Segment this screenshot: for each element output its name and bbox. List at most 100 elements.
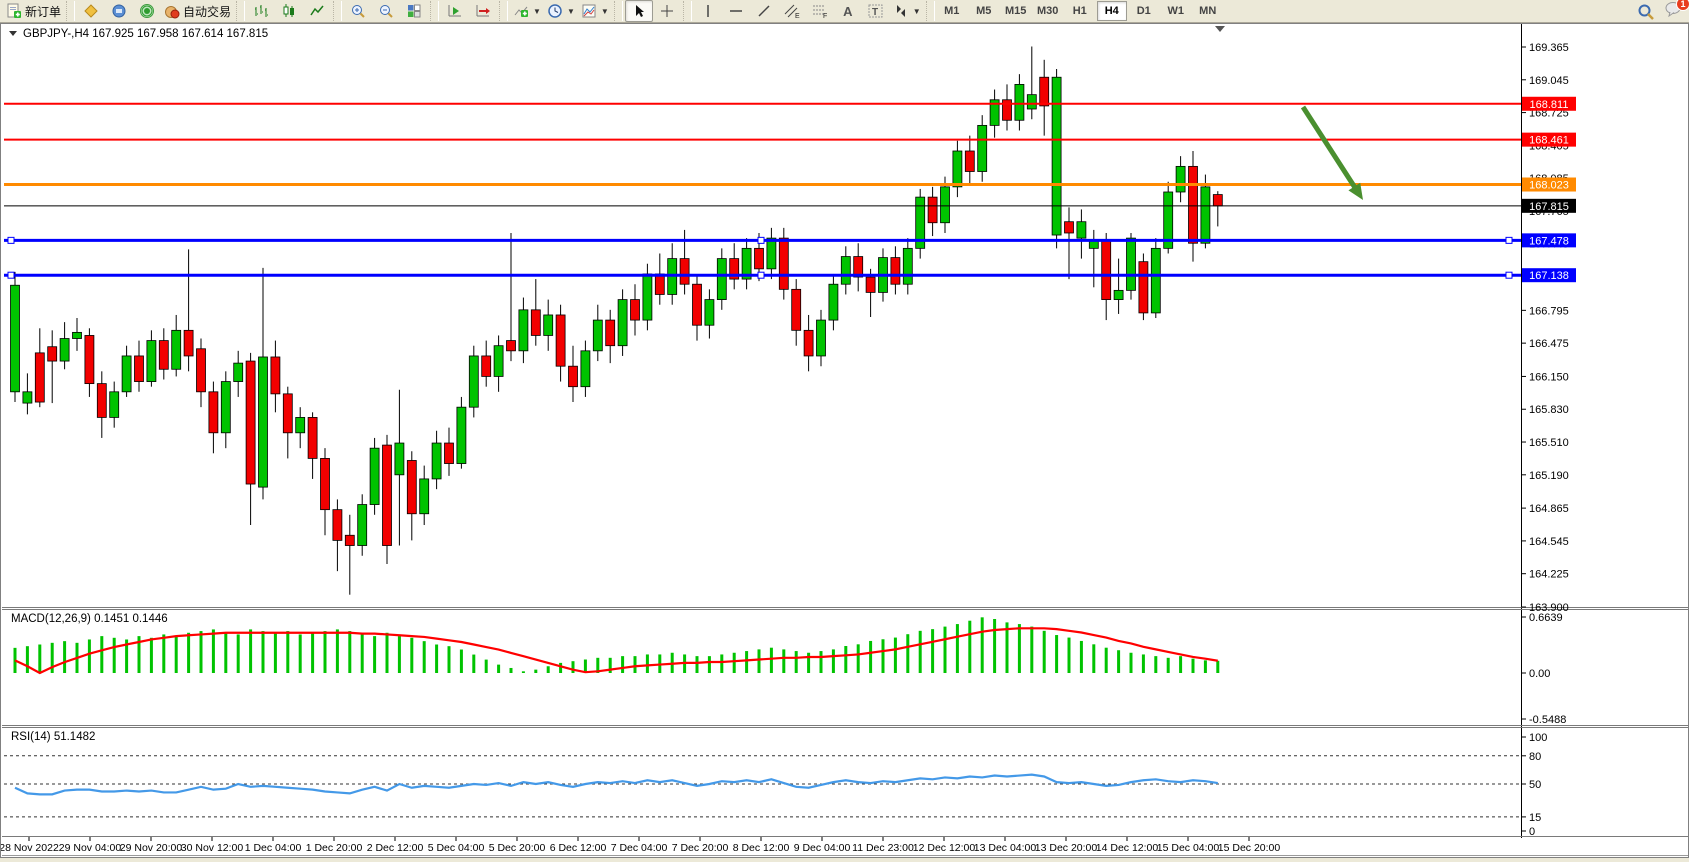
price-flag [1522, 132, 1576, 147]
cursor-button[interactable] [624, 0, 653, 22]
arrows-icon [896, 5, 905, 17]
macd-bar [1079, 640, 1083, 673]
time-tick-label: 29 Nov 04:00 [59, 842, 122, 854]
candle-body [692, 283, 702, 326]
rsi-tick-label: 15 [1529, 812, 1541, 824]
timeframe-m15[interactable]: M15 [1005, 5, 1027, 17]
candle-body [630, 299, 640, 321]
horizontal-line-button[interactable] [722, 0, 750, 22]
indicators-dropdown-icon[interactable]: ▼ [533, 6, 541, 16]
candle-body [530, 309, 541, 336]
tile-windows-button[interactable] [400, 0, 428, 22]
macd-bar [621, 656, 625, 673]
line-handle[interactable] [757, 236, 765, 244]
candle-body [208, 391, 219, 434]
indicators-button[interactable]: ▼ [510, 0, 544, 22]
alerts-button[interactable] [133, 0, 161, 22]
periods-dropdown-icon[interactable]: ▼ [566, 6, 575, 16]
fibonacci-button[interactable]: F [806, 0, 834, 22]
candle-body [1163, 191, 1174, 249]
text-tool-glyph: A [843, 3, 853, 19]
timeframe-m1[interactable]: M1 [944, 5, 960, 17]
arrows-button[interactable]: ▼ [890, 0, 924, 22]
time-tick-label: 13 Dec 04:00 [974, 842, 1037, 854]
symbol-dropdown-icon[interactable] [9, 31, 17, 36]
templates-dropdown-icon[interactable]: ▼ [600, 6, 609, 16]
rsi-tick-label: 80 [1529, 751, 1541, 763]
candle-body [245, 360, 256, 485]
line-handle[interactable] [7, 236, 15, 244]
macd-bar [360, 634, 364, 673]
zoom-in-button[interactable] [344, 0, 372, 22]
macd-bar [410, 637, 414, 673]
macd-bar [373, 636, 377, 673]
trend-arrow[interactable] [1300, 105, 1360, 193]
candle-body [592, 319, 603, 352]
time-tick-label: 1 Dec 04:00 [245, 842, 302, 854]
timeframe-m30[interactable]: M30 [1037, 5, 1059, 17]
macd-bar [1203, 660, 1207, 673]
macd-bar [484, 659, 488, 673]
line-handle[interactable] [1505, 236, 1513, 244]
arrows-dropdown-icon[interactable]: ▼ [912, 6, 921, 16]
line-handle[interactable] [1505, 271, 1513, 279]
price-tick-label: 164.545 [1529, 536, 1569, 548]
candle-body [258, 356, 268, 488]
toolbar-right-group: 1 [1637, 0, 1689, 23]
macd-bar [236, 634, 240, 673]
vertical-line-button[interactable] [694, 0, 722, 22]
timeframe-m5[interactable]: M5 [976, 5, 992, 17]
trend-arrow-head[interactable] [1348, 182, 1363, 200]
templates-button[interactable]: ▼ [578, 0, 612, 22]
timeframe-d1[interactable]: D1 [1136, 5, 1151, 17]
crosshair-button[interactable] [653, 0, 681, 22]
price-flag [1522, 177, 1576, 192]
line-chart-button[interactable] [303, 0, 331, 22]
timeframe-h1[interactable]: H1 [1072, 5, 1087, 17]
candle-body [22, 391, 33, 404]
time-tick-label: 2 Dec 12:00 [367, 842, 424, 854]
line-handle[interactable] [7, 271, 15, 279]
autotrading-button[interactable]: 自动交易 [161, 0, 234, 22]
notifications-button[interactable]: 1 [1665, 0, 1689, 22]
candle-body [642, 273, 653, 321]
candle-body [307, 417, 318, 459]
text-label-icon: T [868, 4, 883, 18]
macd-bar [869, 640, 873, 673]
macd-bar [162, 634, 166, 673]
periods-button[interactable]: ▼ [544, 0, 578, 22]
chart-shift-button[interactable] [469, 0, 497, 22]
timeframe-mn[interactable]: MN [1199, 5, 1217, 17]
price-tick-label: 165.830 [1529, 404, 1569, 416]
timeframe-h4[interactable]: H4 [1096, 1, 1127, 21]
macd-bar [447, 646, 451, 673]
timeframe-w1[interactable]: W1 [1167, 5, 1184, 17]
time-tick-label: 8 Dec 12:00 [733, 842, 790, 854]
trendline-button[interactable] [750, 0, 778, 22]
rsi-tick-label: 0 [1529, 826, 1535, 838]
candle-body [605, 319, 616, 347]
text-label-button[interactable]: T [862, 0, 890, 22]
channel-button[interactable]: E [778, 0, 806, 22]
zoom-out-button[interactable] [372, 0, 400, 22]
chart-shift-marker[interactable] [1215, 26, 1225, 32]
price-flag-label: 168.811 [1530, 99, 1569, 111]
text-button[interactable]: A [834, 0, 862, 22]
candle-body [890, 257, 901, 285]
rsi-label: RSI(14) 51.1482 [11, 731, 95, 743]
macd-bar [1092, 644, 1096, 673]
bar-chart-button[interactable] [247, 0, 275, 22]
candle-body [96, 383, 107, 418]
terminal-button[interactable] [105, 0, 133, 22]
search-icon[interactable] [1637, 3, 1655, 21]
candlestick-button[interactable] [275, 0, 303, 22]
metaeditor-button[interactable] [77, 0, 105, 22]
macd-bar [559, 662, 563, 673]
chart-canvas[interactable]: 169.365169.045168.725168.405168.085167.7… [0, 24, 1688, 857]
line-handle[interactable] [757, 271, 765, 279]
candle-body [828, 283, 839, 321]
auto-scroll-button[interactable] [441, 0, 469, 22]
new-order-button[interactable]: 新订单 [3, 0, 64, 22]
candle-body [766, 237, 777, 270]
candle-body [791, 288, 802, 331]
